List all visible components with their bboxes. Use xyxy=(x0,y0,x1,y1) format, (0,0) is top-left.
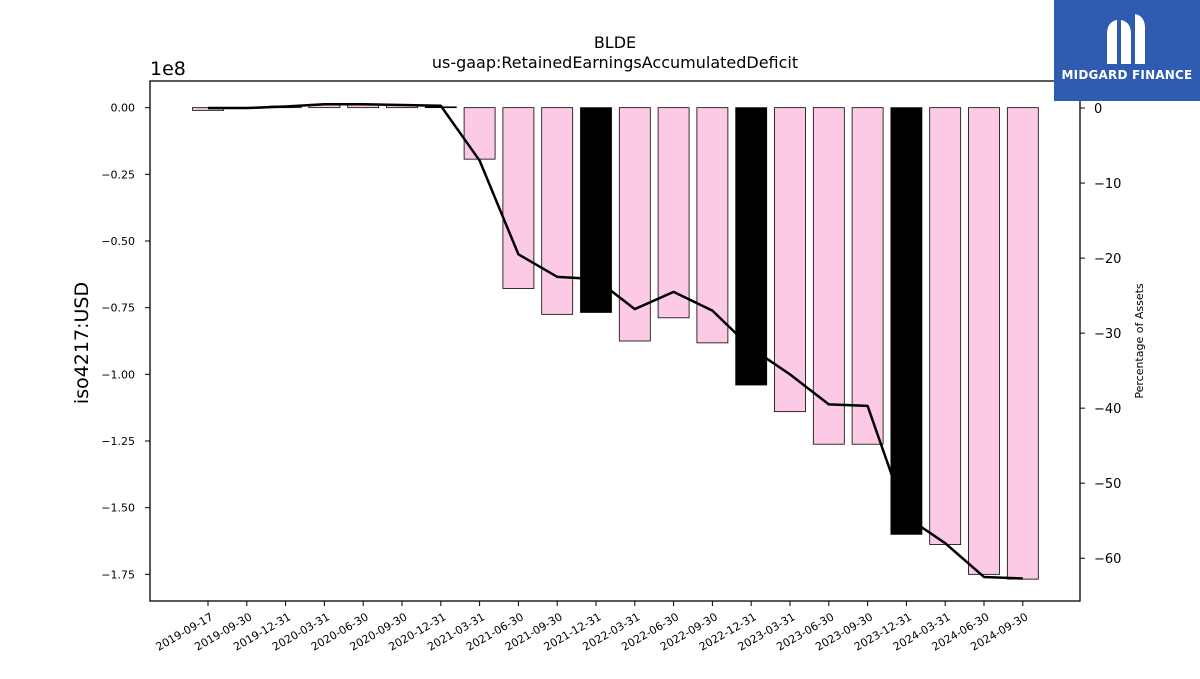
line-group xyxy=(208,103,1023,580)
y-tick-label: −0.25 xyxy=(101,168,135,181)
y2-tick-label: −40 xyxy=(1094,402,1121,417)
bars-group xyxy=(192,103,1039,580)
left-y-ticks: 0.00 −0.25 −0.50 −0.75 −1.00 −1.25 −1.50 −1.75 xyxy=(101,102,150,581)
bar-2023-03-31 xyxy=(774,107,806,413)
bar-2021-03-31 xyxy=(463,107,496,160)
y2-tick-label: −10 xyxy=(1094,177,1121,192)
y-tick-label: −0.50 xyxy=(101,235,135,248)
y-tick-label: −1.00 xyxy=(101,368,135,381)
y-tick-label: −1.75 xyxy=(101,568,135,581)
y2-tick-label: −30 xyxy=(1094,327,1121,342)
plot-frame xyxy=(149,80,1081,602)
y-tick-label: −0.75 xyxy=(101,302,135,315)
x-ticks: 2019-09-172019-09-302019-12-312020-03-31… xyxy=(154,601,1030,654)
bar-2021-09-30 xyxy=(541,107,574,315)
bar-2024-09-30 xyxy=(1006,107,1039,580)
y-axis-label: iso4217:USD xyxy=(71,282,93,404)
bar-2024-06-30 xyxy=(968,107,1000,575)
y2-tick-label: −50 xyxy=(1094,477,1121,492)
bar-2022-06-30 xyxy=(657,107,690,319)
line-percentage-of-assets xyxy=(208,103,1023,580)
right-y-ticks: 0 −10 −20 −30 −40 −50 −60 xyxy=(1080,102,1121,567)
bar-2023-12-31 xyxy=(890,107,923,535)
logo-mark-icon xyxy=(1107,14,1145,64)
bar-2021-06-30 xyxy=(502,107,535,289)
bar-2022-03-31 xyxy=(618,107,651,342)
brand-logo: MIDGARD FINANCE xyxy=(1054,0,1200,101)
y-tick-label: −1.50 xyxy=(101,502,135,515)
y-tick-label: −1.25 xyxy=(101,435,135,448)
bar-2024-03-31 xyxy=(929,107,962,545)
y2-tick-label: −20 xyxy=(1094,252,1121,267)
y2-tick-label: −60 xyxy=(1094,552,1121,567)
bar-2022-09-30 xyxy=(696,107,729,344)
chart-title: BLDE xyxy=(594,33,636,52)
chart-subtitle: us-gaap:RetainedEarningsAccumulatedDefic… xyxy=(432,53,798,72)
bar-2021-12-31 xyxy=(580,107,612,313)
bar-2022-12-31 xyxy=(735,107,768,386)
bar-2023-09-30 xyxy=(851,107,884,445)
y-offset-label: 1e8 xyxy=(150,58,186,80)
y-tick-label: 0.00 xyxy=(111,102,136,115)
bar-2023-06-30 xyxy=(812,107,845,445)
y2-tick-label: 0 xyxy=(1094,102,1102,117)
logo-text: MIDGARD FINANCE xyxy=(1061,68,1193,82)
y2-axis-label: Percentage of Assets xyxy=(1133,283,1146,399)
